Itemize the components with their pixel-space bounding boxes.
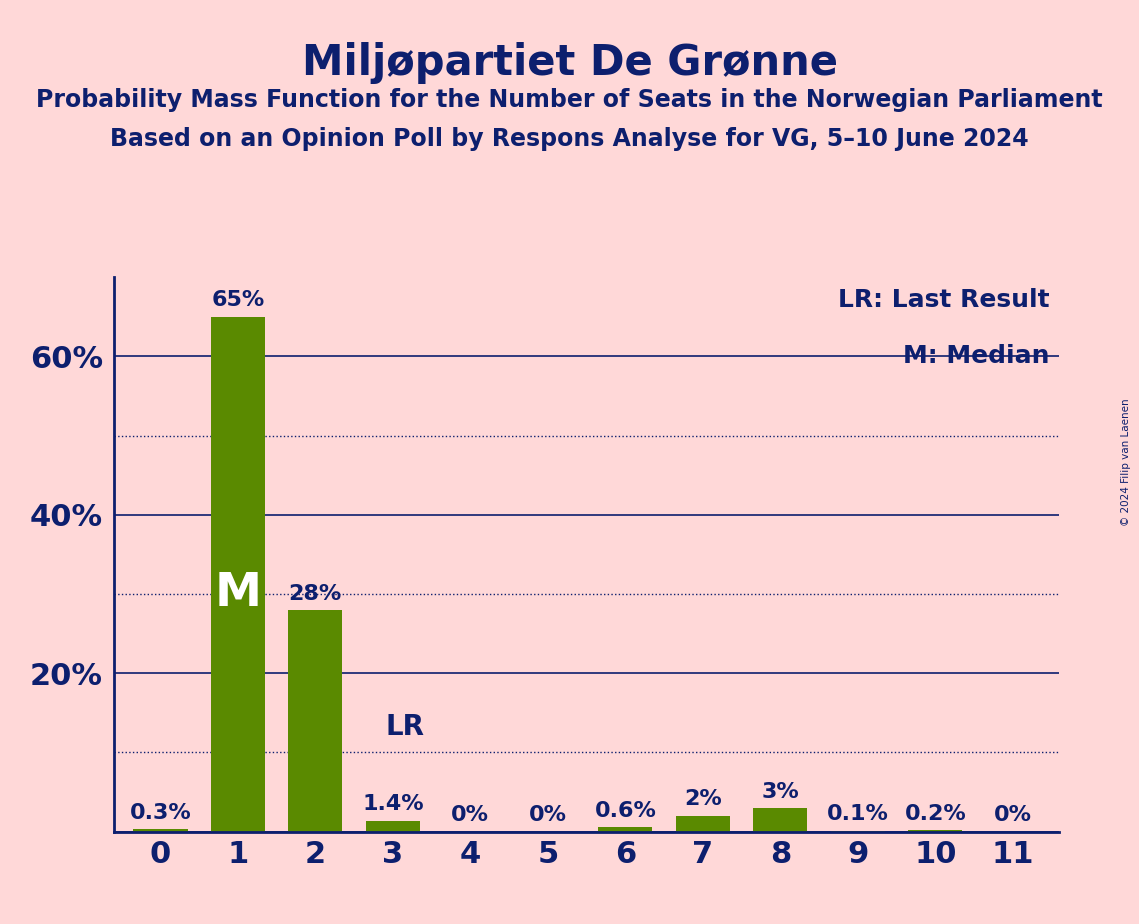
Text: © 2024 Filip van Laenen: © 2024 Filip van Laenen	[1121, 398, 1131, 526]
Text: 0%: 0%	[528, 805, 567, 825]
Bar	[133, 829, 188, 832]
Text: 0.6%: 0.6%	[595, 800, 656, 821]
Bar	[366, 821, 420, 832]
Text: 3%: 3%	[762, 782, 800, 801]
Text: 28%: 28%	[289, 583, 342, 603]
Text: 0.3%: 0.3%	[130, 803, 191, 823]
Text: 0.1%: 0.1%	[827, 805, 888, 824]
Text: Miljøpartiet De Grønne: Miljøpartiet De Grønne	[302, 42, 837, 83]
Text: LR: LR	[385, 712, 424, 740]
Text: 0%: 0%	[451, 805, 490, 825]
Bar	[598, 827, 653, 832]
Text: LR: Last Result: LR: Last Result	[838, 288, 1050, 312]
Text: 0.2%: 0.2%	[904, 804, 966, 823]
Bar	[288, 610, 343, 832]
Bar	[753, 808, 808, 832]
Bar	[675, 816, 730, 832]
Text: Probability Mass Function for the Number of Seats in the Norwegian Parliament: Probability Mass Function for the Number…	[36, 88, 1103, 112]
Bar	[211, 317, 265, 832]
Text: 65%: 65%	[211, 290, 264, 310]
Text: M: Median: M: Median	[903, 344, 1050, 368]
Text: 1.4%: 1.4%	[362, 794, 424, 814]
Text: M: M	[214, 572, 261, 616]
Text: 2%: 2%	[683, 789, 722, 809]
Text: 0%: 0%	[993, 805, 1032, 825]
Text: Based on an Opinion Poll by Respons Analyse for VG, 5–10 June 2024: Based on an Opinion Poll by Respons Anal…	[110, 127, 1029, 151]
Bar	[908, 830, 962, 832]
